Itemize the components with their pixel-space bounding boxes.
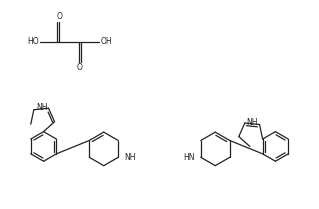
Text: NH: NH <box>246 117 257 126</box>
Text: O: O <box>56 12 62 21</box>
Text: OH: OH <box>101 37 113 46</box>
Text: O: O <box>76 63 82 72</box>
Text: NH: NH <box>124 153 136 162</box>
Text: NH: NH <box>36 103 48 112</box>
Text: HO: HO <box>27 37 39 46</box>
Text: HN: HN <box>183 153 195 162</box>
